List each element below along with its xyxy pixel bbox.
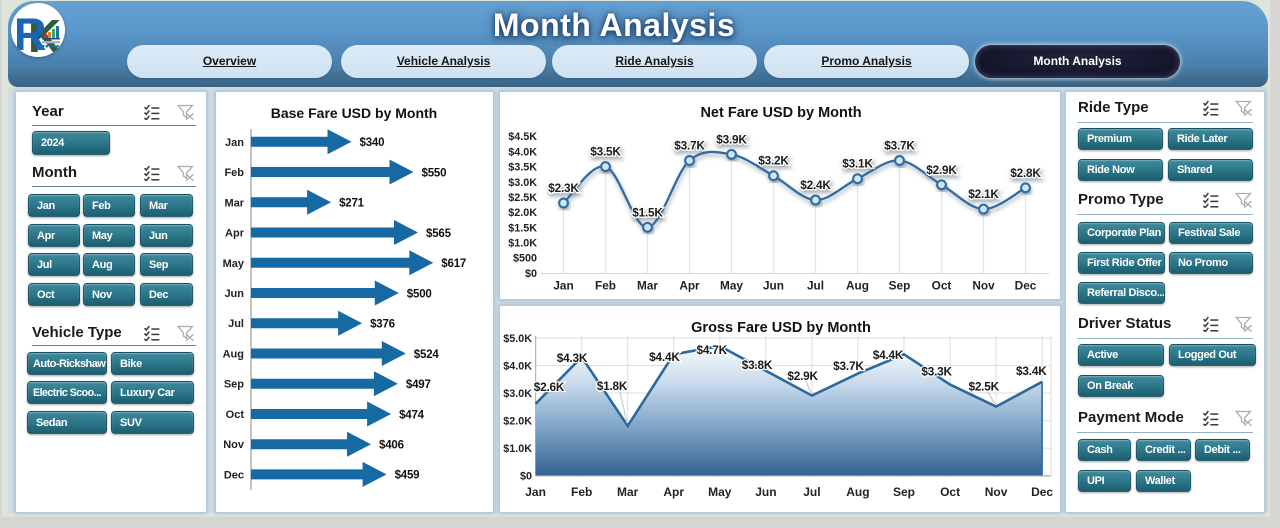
svg-text:$1.8K: $1.8K — [597, 379, 628, 393]
svg-text:Jun: Jun — [755, 485, 776, 499]
svg-text:$2.4K: $2.4K — [800, 178, 831, 192]
svg-text:Feb: Feb — [595, 279, 616, 293]
svg-text:Jun: Jun — [224, 288, 244, 300]
svg-text:$4.4K: $4.4K — [873, 348, 904, 362]
svg-text:Sep: Sep — [893, 485, 915, 499]
svg-text:$3.5K: $3.5K — [590, 145, 621, 159]
svg-text:$459: $459 — [395, 470, 420, 482]
svg-text:Gross Fare USD by Month: Gross Fare USD by Month — [691, 320, 871, 336]
svg-text:Mar: Mar — [224, 197, 244, 209]
svg-text:$550: $550 — [422, 167, 447, 179]
svg-text:$406: $406 — [379, 440, 404, 452]
svg-text:$1.5K: $1.5K — [508, 222, 537, 234]
svg-text:$2.0K: $2.0K — [508, 207, 537, 219]
svg-text:Mar: Mar — [637, 279, 658, 293]
svg-text:$497: $497 — [406, 379, 431, 391]
svg-text:K: K — [28, 10, 61, 57]
svg-text:$565: $565 — [426, 228, 452, 240]
svg-text:Jan: Jan — [225, 137, 244, 149]
svg-text:$3.9K: $3.9K — [716, 132, 747, 146]
svg-text:Apr: Apr — [663, 485, 684, 499]
svg-text:$3.3K: $3.3K — [921, 364, 952, 378]
svg-text:$3.0K: $3.0K — [503, 388, 532, 400]
svg-text:$617: $617 — [441, 258, 466, 270]
svg-text:$3.7K: $3.7K — [674, 139, 705, 153]
svg-text:Base Fare USD by Month: Base Fare USD by Month — [271, 105, 437, 121]
svg-text:$2.1K: $2.1K — [968, 187, 999, 201]
svg-text:$1.0K: $1.0K — [508, 238, 537, 250]
svg-text:Nov: Nov — [972, 279, 995, 293]
svg-text:$2.0K: $2.0K — [503, 416, 532, 428]
svg-text:$500: $500 — [407, 288, 432, 300]
svg-text:Oct: Oct — [940, 485, 960, 499]
svg-text:Dec: Dec — [1031, 485, 1053, 499]
svg-text:$3.5K: $3.5K — [508, 162, 537, 174]
svg-text:$4.7K: $4.7K — [696, 343, 727, 357]
svg-text:Aug: Aug — [223, 349, 244, 361]
svg-text:Net Fare USD by Month: Net Fare USD by Month — [700, 105, 861, 121]
svg-text:Feb: Feb — [224, 167, 244, 179]
svg-text:$3.7K: $3.7K — [833, 359, 864, 373]
svg-text:$3.4K: $3.4K — [1016, 364, 1047, 378]
svg-text:$4.4K: $4.4K — [649, 350, 680, 364]
svg-text:Aug: Aug — [846, 279, 869, 293]
svg-text:Feb: Feb — [571, 485, 592, 499]
svg-text:$4.0K: $4.0K — [508, 146, 537, 158]
svg-text:$0: $0 — [520, 471, 532, 483]
svg-text:Mar: Mar — [617, 485, 639, 499]
svg-text:May: May — [223, 258, 245, 270]
svg-text:$2.9K: $2.9K — [787, 369, 818, 383]
svg-text:Oct: Oct — [932, 279, 952, 293]
svg-text:$2.5K: $2.5K — [508, 192, 537, 204]
svg-text:$0: $0 — [525, 268, 537, 280]
svg-text:$2.6K: $2.6K — [534, 380, 565, 394]
svg-text:$376: $376 — [370, 319, 395, 331]
svg-text:$2.9K: $2.9K — [926, 163, 957, 177]
svg-text:$2.3K: $2.3K — [548, 181, 579, 195]
svg-text:Jul: Jul — [228, 318, 244, 330]
svg-text:$4.0K: $4.0K — [503, 361, 532, 373]
svg-text:$3.7K: $3.7K — [884, 139, 915, 153]
svg-text:$4.3K: $4.3K — [557, 351, 588, 365]
svg-text:Oct: Oct — [226, 409, 245, 421]
svg-text:$5.0K: $5.0K — [503, 333, 532, 345]
svg-text:$3.2K: $3.2K — [758, 154, 789, 168]
svg-text:$2.8K: $2.8K — [1010, 166, 1041, 180]
svg-text:$3.0K: $3.0K — [508, 177, 537, 189]
svg-text:Nov: Nov — [223, 439, 245, 451]
svg-text:$524: $524 — [414, 349, 440, 361]
svg-text:Jun: Jun — [763, 279, 784, 293]
svg-text:Apr: Apr — [225, 228, 245, 240]
svg-text:Dec: Dec — [1015, 279, 1037, 293]
svg-text:$3.8K: $3.8K — [742, 358, 773, 372]
svg-text:$1.0K: $1.0K — [503, 443, 532, 455]
svg-text:$2.5K: $2.5K — [968, 380, 999, 394]
svg-text:May: May — [720, 279, 743, 293]
svg-text:$1.5K: $1.5K — [632, 205, 663, 219]
svg-text:$340: $340 — [360, 137, 385, 149]
svg-text:Jul: Jul — [803, 485, 820, 499]
svg-text:Jan: Jan — [525, 485, 546, 499]
svg-text:May: May — [708, 485, 732, 499]
svg-text:$3.1K: $3.1K — [842, 157, 873, 171]
svg-text:Sep: Sep — [224, 379, 244, 391]
svg-text:Nov: Nov — [985, 485, 1008, 499]
svg-text:Jul: Jul — [807, 279, 824, 293]
svg-text:R: R — [14, 9, 47, 57]
svg-text:Jan: Jan — [553, 279, 573, 293]
svg-text:$474: $474 — [399, 409, 425, 421]
svg-text:Aug: Aug — [846, 485, 869, 499]
svg-text:$4.5K: $4.5K — [508, 131, 537, 143]
svg-text:Dec: Dec — [224, 469, 244, 481]
svg-text:Sep: Sep — [889, 279, 911, 293]
svg-text:$271: $271 — [339, 198, 365, 210]
svg-text:$500: $500 — [513, 253, 537, 265]
svg-text:Apr: Apr — [679, 279, 700, 293]
